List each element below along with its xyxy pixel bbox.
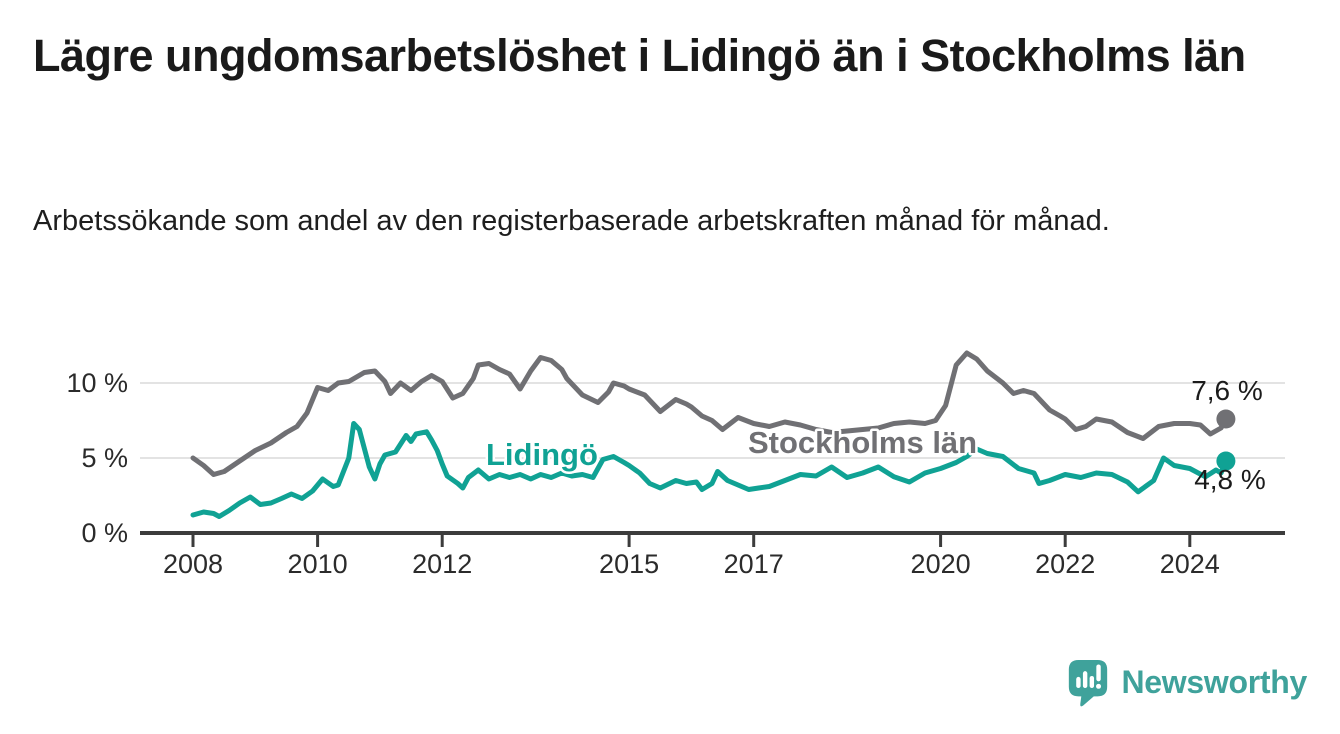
chart-subtitle: Arbetssökande som andel av den registerb…	[33, 205, 1110, 237]
x-tick-label: 2017	[724, 549, 784, 579]
end-value-stockholms-lan: 7,6 %	[1191, 375, 1263, 406]
line-stockholms-lan	[190, 350, 1229, 477]
logo-bars	[1075, 664, 1101, 689]
unemployment-line-chart: 2008 2010 2012 2015 2017 2020 2022 2024 0 % 5 % 1…	[66, 350, 1285, 579]
end-value-lidingo: 4,8 %	[1194, 464, 1266, 495]
x-tick-label: 2020	[911, 549, 971, 579]
y-axis-labels: 0 % 5 % 10 %	[66, 368, 128, 548]
y-tick-label: 10 %	[66, 368, 128, 398]
end-dot-stockholms-lan	[1216, 409, 1236, 429]
chart-area: 2008 2010 2012 2015 2017 2020 2022 2024 0 % 5 % 1…	[0, 320, 1340, 620]
x-tick-label: 2012	[412, 549, 472, 579]
line-lidingo	[190, 421, 1229, 519]
newsworthy-logo: Newsworthy	[1065, 656, 1308, 708]
series-label-lidingo: Lidingö	[486, 437, 598, 472]
y-tick-label: 0 %	[81, 518, 128, 548]
x-tick-label: 2024	[1160, 549, 1220, 579]
y-tick-label: 5 %	[81, 443, 128, 473]
chart-title: Lägre ungdomsarbetslöshet i Lidingö än i…	[33, 30, 1246, 81]
x-tick-label: 2008	[163, 549, 223, 579]
logo-exclamation-dot	[1095, 683, 1101, 689]
x-tick-label: 2022	[1035, 549, 1095, 579]
bar-chart-speech-bubble-icon	[1068, 659, 1107, 707]
logo-wordmark: Newsworthy	[1121, 663, 1308, 700]
end-dot-lidingo	[1216, 451, 1236, 471]
x-axis: 2008 2010 2012 2015 2017 2020 2022 2024	[140, 531, 1285, 579]
series-label-stockholms-lan: Stockholms län	[748, 425, 977, 460]
x-tick-label: 2010	[288, 549, 348, 579]
x-tick-label: 2015	[599, 549, 659, 579]
gridlines	[140, 382, 1285, 459]
